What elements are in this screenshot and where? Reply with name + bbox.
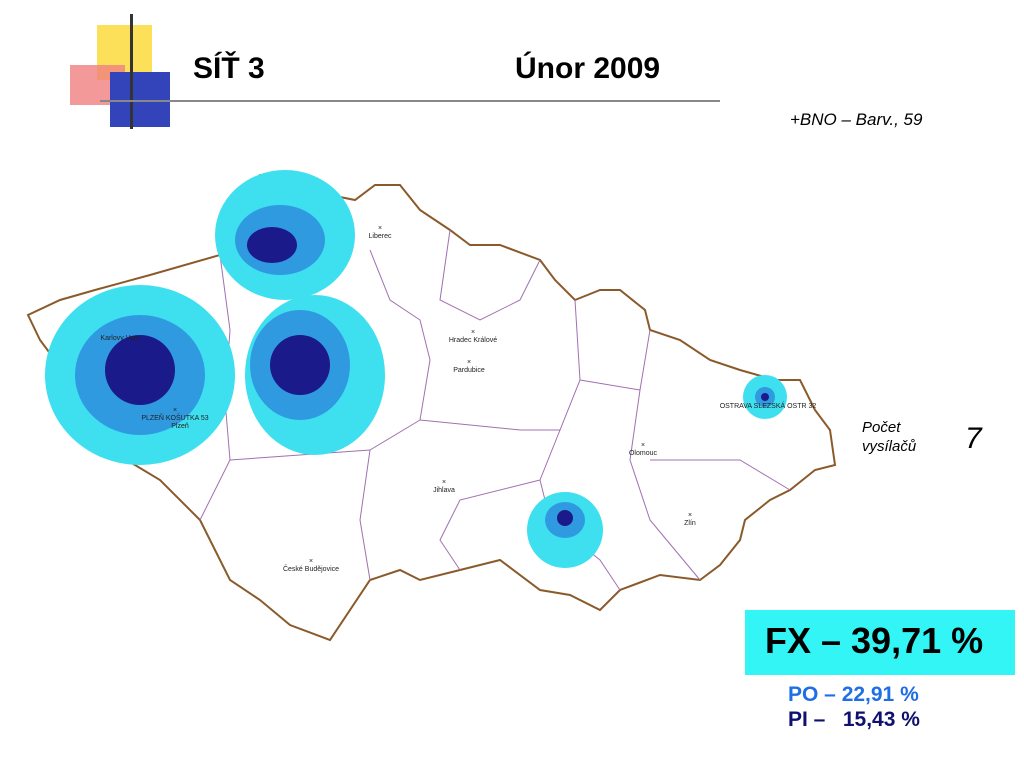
city-marker: × <box>442 479 446 486</box>
deco <box>100 100 720 102</box>
pi: PI – 15,43 % <box>788 708 920 731</box>
count-label: Počet vysílačů <box>862 418 916 456</box>
city-label: Karlovy Vary <box>100 335 140 342</box>
date: Únor 2009 <box>515 52 661 85</box>
city-marker: × <box>378 225 382 232</box>
coverage <box>45 170 787 568</box>
deco <box>130 14 133 129</box>
city-marker: × <box>467 359 471 366</box>
transmitter-label: OSTRAVA SLEZSKÁ OSTR 32 <box>720 401 817 410</box>
city-label: Plzeň <box>171 423 189 430</box>
fx: FX – 39,71 % <box>765 620 984 661</box>
fx-box <box>745 610 1015 675</box>
city-marker: × <box>309 558 313 565</box>
city-label: České Budějovice <box>283 564 339 573</box>
city-marker: × <box>641 442 645 449</box>
city-label: Hradec Králové <box>449 337 497 344</box>
city-label: Jihlava <box>433 487 455 494</box>
city-marker: × <box>471 329 475 336</box>
po: PO – 22,91 % <box>788 683 919 706</box>
city-label: Pardubice <box>453 367 485 374</box>
city-marker: × <box>688 512 692 519</box>
subtitle: +BNO – Barv., 59 <box>790 110 923 129</box>
count: 7 <box>965 422 982 455</box>
count-label-line: vysílačů <box>862 438 917 455</box>
city-label: Liberec <box>369 233 392 240</box>
city-label: Olomouc <box>629 450 658 457</box>
city-label: Zlín <box>684 520 696 527</box>
country-outline <box>26 173 837 642</box>
deco <box>110 72 170 127</box>
title: SÍŤ 3 <box>193 52 265 85</box>
city-marker: × <box>173 407 177 414</box>
count-label-line: Počet <box>862 419 901 436</box>
transmitter-label: PLZEŇ KOŠUTKA 53 <box>141 413 208 422</box>
